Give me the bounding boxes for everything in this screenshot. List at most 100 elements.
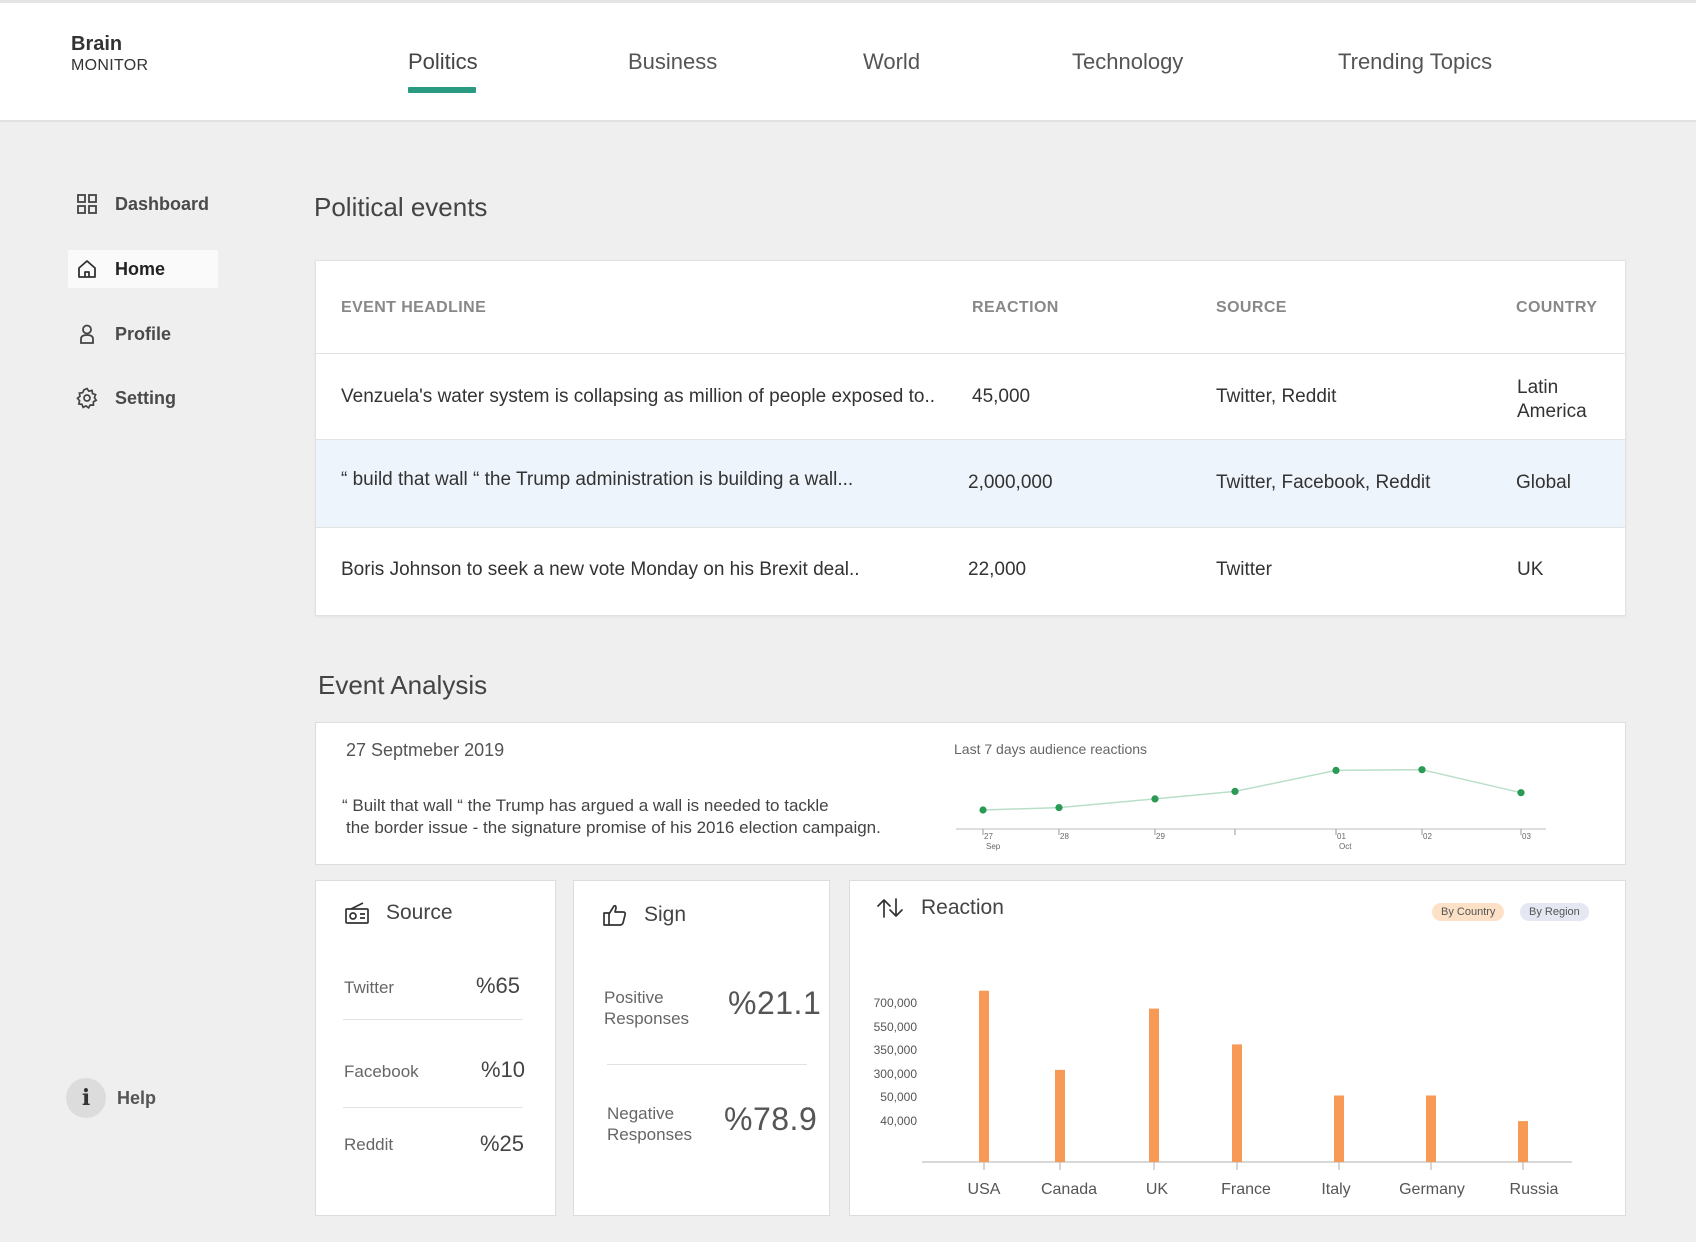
x-tick-label: Germany: [1399, 1181, 1465, 1198]
negative-responses-label-line: Negative: [607, 1104, 675, 1123]
data-point: [1055, 804, 1063, 812]
events-table: EVENT HEADLINE REACTION SOURCE COUNTRY V…: [315, 260, 1626, 616]
table-row[interactable]: Boris Johnson to seek a new vote Monday …: [316, 527, 1625, 615]
series-line: [982, 768, 1522, 811]
column-header-source: SOURCE: [1216, 299, 1287, 316]
y-tick-label: 550,000: [874, 1020, 918, 1034]
source-value-facebook: %10: [481, 1057, 526, 1082]
tab-business[interactable]: Business: [628, 49, 718, 74]
y-tick-label: 700,000: [874, 996, 918, 1010]
event-headline: Venzuela's water system is collapsing as…: [341, 386, 936, 407]
sidebar-item-setting[interactable]: Setting: [68, 379, 218, 417]
top-navigation-bar: Brain MONITOR Politics Business World Te…: [0, 0, 1696, 122]
event-source: Twitter, Reddit: [1216, 386, 1337, 407]
reaction-card-title: Reaction: [921, 896, 1004, 919]
bar: [1149, 1008, 1159, 1162]
data-point: [1418, 766, 1426, 774]
y-tick-label: 50,000: [880, 1090, 917, 1104]
source-value-twitter: %65: [476, 973, 521, 998]
data-point: [1517, 789, 1525, 797]
home-icon: [75, 257, 99, 281]
bar: [1518, 1121, 1528, 1162]
y-tick-label: 40,000: [880, 1114, 917, 1128]
help-label: Help: [117, 1087, 157, 1108]
tab-politics[interactable]: Politics: [408, 49, 478, 74]
bar: [1232, 1044, 1242, 1162]
x-tick-label: Italy: [1321, 1181, 1350, 1198]
sidebar-item-profile[interactable]: Profile: [68, 315, 218, 353]
x-tick-label: Russia: [1510, 1181, 1559, 1198]
grid-icon: [75, 192, 99, 216]
event-source: Twitter: [1216, 559, 1272, 580]
tab-trending-topics[interactable]: Trending Topics: [1338, 49, 1493, 74]
x-tick-label: France: [1221, 1181, 1271, 1198]
filter-by-region[interactable]: By Region: [1520, 903, 1589, 921]
divider: [607, 1064, 807, 1065]
bar: [1426, 1095, 1436, 1162]
event-country: Global: [1516, 472, 1571, 493]
negative-responses-label-line: Responses: [607, 1125, 693, 1144]
source-label-reddit: Reddit: [344, 1135, 394, 1154]
sign-card: Sign Positive Responses %21.1 Negative R…: [573, 880, 830, 1216]
gear-icon: [75, 386, 99, 410]
sidebar-item-label: Profile: [115, 323, 172, 344]
positive-responses-label: Positive Responses: [604, 987, 689, 1029]
reaction-card: Reaction 40,000 50,000 300,000 350,000 550,0…: [849, 880, 1626, 1216]
source-card: Source Twitter %65 Facebook %10 Reddit %…: [315, 880, 556, 1216]
column-header-country: COUNTRY: [1516, 299, 1598, 316]
event-country: Latin America: [1517, 377, 1587, 422]
source-label-facebook: Facebook: [344, 1062, 419, 1081]
bar: [1334, 1095, 1344, 1162]
tab-world[interactable]: World: [863, 49, 921, 74]
info-icon: i: [66, 1078, 106, 1118]
positive-responses-value: %21.1: [728, 985, 822, 1021]
sign-card-header: Sign: [602, 903, 686, 927]
source-value-reddit: %25: [480, 1131, 525, 1156]
thumbs-up-icon: [602, 903, 628, 927]
sidebar-item-home[interactable]: Home: [68, 250, 218, 288]
brand-name: Brain: [71, 33, 123, 55]
event-country: UK: [1517, 559, 1544, 580]
positive-responses-label-line: Positive: [604, 988, 664, 1007]
brand-logo[interactable]: Brain MONITOR: [71, 34, 148, 74]
event-headline: Boris Johnson to seek a new vote Monday …: [341, 559, 860, 580]
sidebar-item-dashboard[interactable]: Dashboard: [68, 185, 218, 223]
user-icon: [75, 322, 99, 346]
sidebar-item-label: Home: [115, 258, 166, 279]
event-date: 27 Septmeber 2019: [346, 740, 505, 760]
x-tick-label: 03: [1522, 832, 1531, 841]
table-row[interactable]: Venzuela's water system is collapsing as…: [316, 353, 1625, 439]
line-chart-title: Last 7 days audience reactions: [954, 741, 1148, 757]
table-row[interactable]: “ build that wall “ the Trump administra…: [316, 439, 1625, 527]
event-source: Twitter, Facebook, Reddit: [1216, 472, 1431, 493]
event-reaction: 2,000,000: [968, 472, 1053, 493]
column-header-reaction: REACTION: [972, 299, 1059, 316]
event-quote-line: the border issue - the signature promise…: [346, 818, 881, 837]
sidebar-item-label: Dashboard: [115, 193, 210, 214]
data-point: [1231, 787, 1239, 795]
x-tick-label: Sep: [986, 842, 1001, 851]
x-tick-label: 02: [1423, 832, 1432, 841]
x-tick-label: Oct: [1339, 842, 1352, 851]
x-tick-label: 28: [1060, 832, 1069, 841]
sign-card-title: Sign: [644, 903, 687, 926]
event-headline: “ build that wall “ the Trump administra…: [341, 469, 854, 490]
active-tab-indicator: [408, 87, 476, 93]
positive-responses-label-line: Responses: [604, 1009, 690, 1028]
y-tick-label: 350,000: [874, 1043, 918, 1057]
source-card-title: Source: [386, 901, 453, 924]
help-button[interactable]: i Help: [66, 1078, 156, 1118]
event-quote: “ Built that wall “ the Trump has argued…: [342, 795, 902, 839]
event-reaction: 45,000: [972, 386, 1031, 407]
filter-by-country[interactable]: By Country: [1432, 903, 1505, 921]
source-card-header: Source: [344, 901, 453, 925]
y-tick-label: 300,000: [874, 1067, 918, 1081]
brand-subtitle: MONITOR: [71, 57, 149, 74]
event-summary-card: 27 Septmeber 2019 “ Built that wall “ th…: [315, 722, 1626, 865]
divider: [343, 1019, 523, 1020]
negative-responses-value: %78.9: [724, 1101, 818, 1137]
tab-technology[interactable]: Technology: [1072, 49, 1184, 74]
x-tick-label: Canada: [1041, 1181, 1097, 1198]
data-point: [1332, 766, 1340, 774]
